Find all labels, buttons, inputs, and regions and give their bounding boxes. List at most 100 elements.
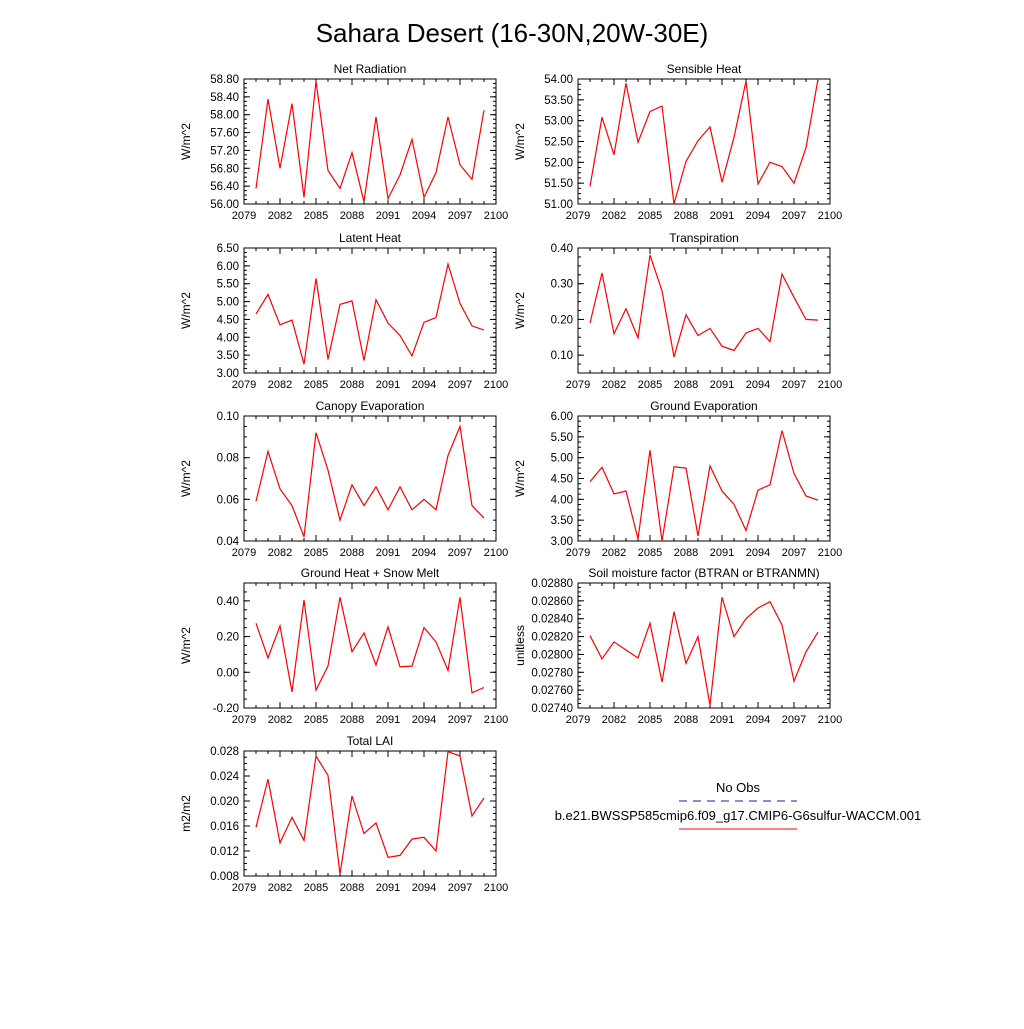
y-tick-label: 0.04: [217, 536, 240, 548]
x-tick-label: 2091: [710, 714, 734, 726]
y-tick-label: 58.80: [210, 74, 239, 86]
x-tick-label: 2085: [304, 882, 328, 894]
x-tick-label: 2085: [304, 379, 328, 391]
x-tick-label: 2088: [340, 210, 364, 222]
y-tick-label: 3.50: [217, 350, 239, 362]
x-tick-label: 2097: [782, 714, 806, 726]
x-tick-label: 2097: [448, 882, 472, 894]
y-tick-label: 51.00: [544, 199, 573, 211]
plot-frame: [577, 247, 831, 374]
x-tick-label: 2091: [710, 547, 734, 559]
series-line: [589, 78, 819, 205]
x-tick-label: 2094: [746, 714, 770, 726]
x-tick-label: 2088: [340, 379, 364, 391]
y-tick-label: 58.40: [210, 92, 239, 104]
x-tick-label: 2091: [376, 210, 400, 222]
y-tick-label: 5.50: [217, 279, 239, 291]
y-tick-label: 0.40: [217, 596, 239, 608]
x-tick-label: 2100: [484, 210, 508, 222]
x-tick-label: 2091: [710, 210, 734, 222]
y-tick-label: 53.50: [544, 95, 573, 107]
x-tick-label: 2097: [782, 210, 806, 222]
panel-6: Ground Evaporation 2079 2082 2085 2088 2091 20…: [513, 399, 842, 559]
y-tick-label: 5.00: [551, 453, 573, 465]
y-tick-label: 0.00: [217, 667, 239, 679]
series-line: [255, 424, 485, 538]
x-tick-label: 2094: [412, 210, 436, 222]
x-tick-label: 2097: [782, 547, 806, 559]
plot-frame: [243, 415, 497, 542]
y-tick-label: 0.02880: [531, 578, 573, 590]
x-tick-label: 2082: [268, 547, 292, 559]
legend-label-model: b.e21.BWSSP585cmip6.f09_g17.CMIP6-G6sulf…: [555, 808, 922, 823]
y-tick-label: 0.020: [210, 796, 239, 808]
plot-frame: [243, 247, 497, 374]
panel-4: Transpiration 2079 2082 2085 2088 2091 2094 209…: [513, 231, 842, 391]
x-tick-label: 2079: [566, 547, 590, 559]
x-tick-label: 2097: [448, 547, 472, 559]
x-tick-label: 2085: [638, 714, 662, 726]
series-line: [255, 750, 485, 875]
legend: No Obs b.e21.BWSSP585cmip6.f09_g17.CMIP6…: [555, 780, 922, 830]
y-tick-label: 3.00: [551, 536, 573, 548]
x-tick-label: 2100: [818, 379, 842, 391]
y-tick-label: 0.02800: [531, 649, 573, 661]
x-tick-label: 2082: [602, 210, 626, 222]
x-tick-label: 2082: [602, 714, 626, 726]
panel-title: Soil moisture factor (BTRAN or BTRANMN): [588, 566, 819, 580]
y-tick-label: 6.50: [217, 243, 239, 255]
panel-1: Net Radiation 2079 2082 2085 2088 2091 2094 209…: [179, 62, 508, 222]
x-tick-label: 2085: [638, 210, 662, 222]
y-tick-label: 3.50: [551, 515, 573, 527]
y-tick-label: 56.40: [210, 181, 239, 193]
plot-frame: [577, 415, 831, 542]
x-tick-label: 2079: [566, 379, 590, 391]
y-tick-label: 57.20: [210, 145, 239, 157]
x-tick-label: 2100: [818, 547, 842, 559]
x-tick-label: 2091: [710, 379, 734, 391]
x-tick-label: 2079: [232, 882, 256, 894]
y-tick-label: 0.20: [217, 632, 239, 644]
y-axis-label: m2/m2: [179, 795, 193, 832]
y-tick-label: 52.00: [544, 157, 573, 169]
x-tick-label: 2094: [746, 547, 770, 559]
x-tick-label: 2100: [484, 714, 508, 726]
y-tick-label: 0.024: [210, 771, 239, 783]
y-axis-label: W/m^2: [513, 292, 527, 329]
x-tick-label: 2088: [340, 714, 364, 726]
x-tick-label: 2082: [268, 882, 292, 894]
y-tick-label: 56.00: [210, 199, 239, 211]
x-tick-label: 2091: [376, 882, 400, 894]
y-tick-label: 53.00: [544, 116, 573, 128]
x-tick-label: 2100: [818, 210, 842, 222]
x-tick-label: 2088: [674, 210, 698, 222]
panel-title: Transpiration: [669, 231, 739, 245]
y-tick-label: 3.00: [217, 368, 239, 380]
x-tick-label: 2094: [412, 547, 436, 559]
y-tick-label: 4.50: [217, 314, 239, 326]
panel-9: Total LAI 2079 2082 2085 2088 2091 2094 2097 210…: [179, 734, 508, 894]
panel-title: Sensible Heat: [667, 62, 742, 76]
plot-frame: [577, 582, 831, 709]
y-tick-label: 5.00: [217, 297, 239, 309]
y-tick-label: 0.012: [210, 846, 239, 858]
x-tick-label: 2094: [412, 882, 436, 894]
x-tick-label: 2091: [376, 714, 400, 726]
y-axis-label: W/m^2: [179, 627, 193, 664]
y-tick-label: 0.02740: [531, 703, 573, 715]
y-axis-label: W/m^2: [179, 460, 193, 497]
series-line: [589, 597, 819, 706]
series-line: [255, 597, 485, 694]
x-tick-label: 2079: [566, 714, 590, 726]
panel-7: Ground Heat + Snow Melt 2079 2082 2085 2088 2…: [179, 566, 508, 726]
x-tick-label: 2088: [340, 547, 364, 559]
x-tick-label: 2082: [602, 547, 626, 559]
y-tick-label: 0.02860: [531, 596, 573, 608]
y-tick-label: 51.50: [544, 178, 573, 190]
figure-title: Sahara Desert (16-30N,20W-30E): [316, 18, 709, 48]
y-tick-label: 54.00: [544, 74, 573, 86]
y-tick-label: 6.00: [551, 411, 573, 423]
y-tick-label: 4.00: [551, 494, 573, 506]
plot-frame: [243, 750, 497, 877]
y-tick-label: 56.80: [210, 163, 239, 175]
